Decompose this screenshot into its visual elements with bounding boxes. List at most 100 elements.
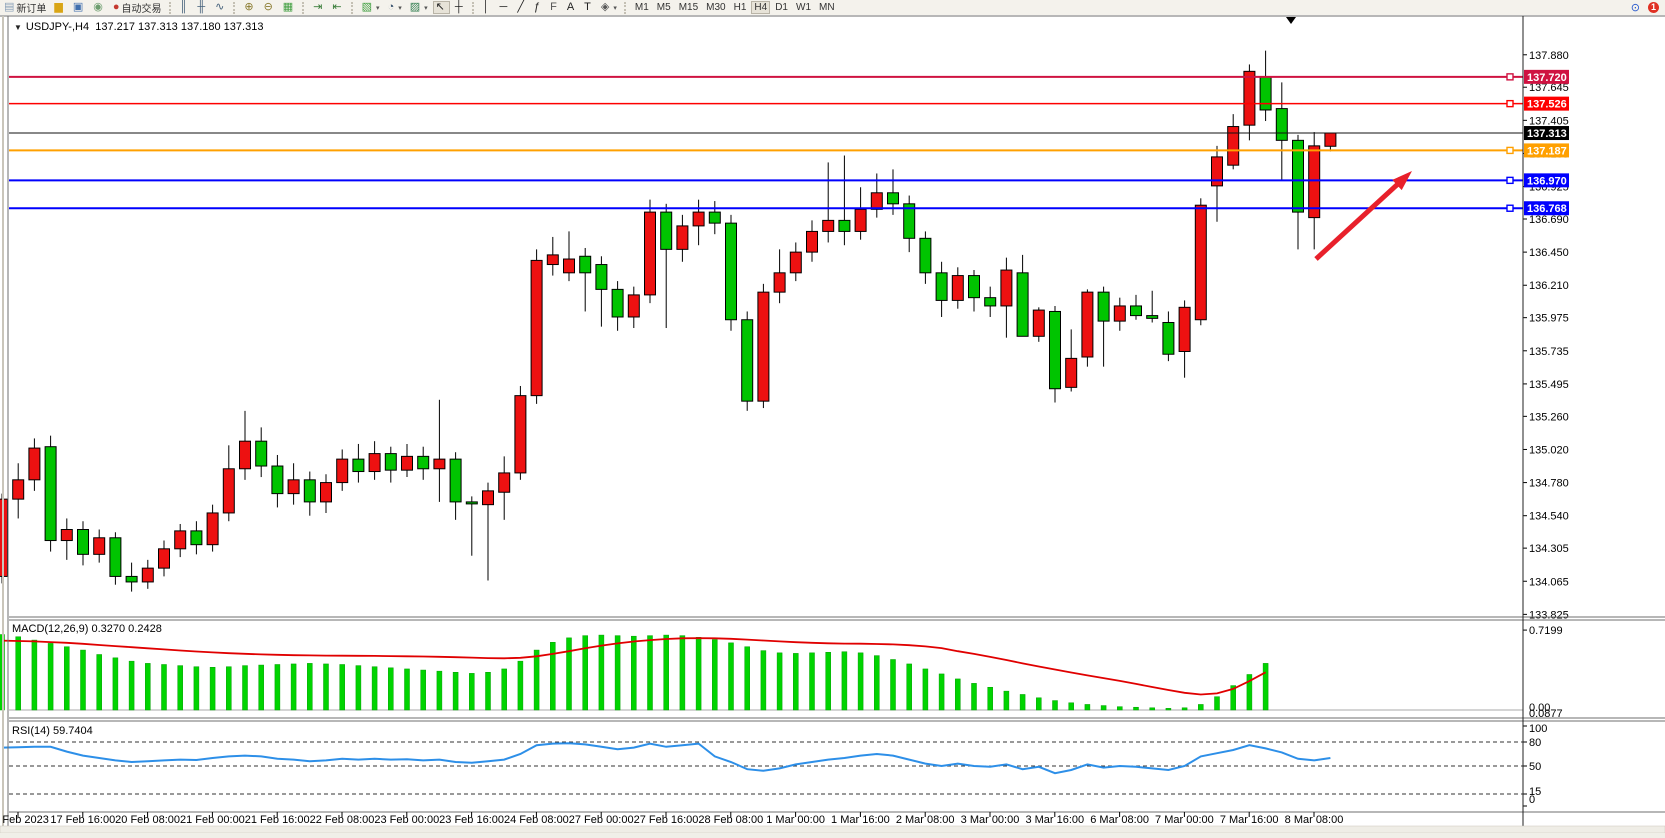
text-button[interactable]: A xyxy=(564,1,579,14)
macd-panel: 0.7199 0.000.0877 xyxy=(0,625,1563,720)
candle-body xyxy=(1081,291,1094,358)
chevron-down-icon[interactable]: ▼ xyxy=(14,23,22,32)
candle-body xyxy=(206,512,219,546)
zoom-in-icon: ⊕ xyxy=(244,1,254,13)
time-tick-label: 17 Feb 16:00 xyxy=(50,814,115,826)
svg-text:137.720: 137.720 xyxy=(1527,72,1567,84)
trend-arrow-annotation[interactable] xyxy=(1314,171,1412,261)
autoscroll-icon: ⇥ xyxy=(313,1,323,13)
price-chart-canvas[interactable]: 137.880137.645137.405137.165136.925136.6… xyxy=(0,15,1665,834)
timeframe-button-mn[interactable]: MN xyxy=(819,2,835,13)
macd-axis-label: 0.7199 xyxy=(1529,625,1563,637)
rsi-panel: 100 80 50 150 xyxy=(1,723,1547,807)
hline-endpoint[interactable] xyxy=(1506,204,1514,212)
trendline-icon: ╱ xyxy=(517,1,524,13)
fibo-button[interactable]: ƒ xyxy=(531,1,545,14)
chevron-down-icon[interactable]: ▾ xyxy=(376,4,380,12)
toolbar-separator xyxy=(350,1,355,14)
zoom-out-button[interactable]: ⊖ xyxy=(261,1,278,14)
hline-endpoint[interactable] xyxy=(1506,73,1514,81)
history-gold-icon[interactable]: ▆ xyxy=(51,1,67,14)
macd-histogram-bar xyxy=(1084,704,1091,711)
macd-histogram-bar xyxy=(469,673,475,711)
macd-histogram-bar xyxy=(1149,707,1155,711)
terminal-icon[interactable]: ▣ xyxy=(70,1,88,14)
shapes-button[interactable]: ◈ ▾ xyxy=(598,1,620,14)
timeframe-button-h1[interactable]: H1 xyxy=(733,2,747,13)
autotrade-icon: ● xyxy=(112,1,120,13)
timeframe-button-m1[interactable]: M1 xyxy=(634,2,649,13)
bars-chart-icon: ║ xyxy=(179,1,188,13)
macd-histogram-bar xyxy=(1019,694,1026,711)
macd-histogram-bar xyxy=(938,673,945,711)
chart-shift-button[interactable]: ⇤ xyxy=(329,1,346,14)
macd-histogram-bar xyxy=(31,639,38,711)
templates-button[interactable]: ▨ ▾ xyxy=(407,1,431,14)
autoscroll-button[interactable]: ⇥ xyxy=(310,1,327,14)
price-tick-label: 134.305 xyxy=(1529,543,1569,555)
candle-body xyxy=(1097,291,1110,322)
hline-button[interactable]: ─ xyxy=(497,1,513,14)
periods-clock-button[interactable]: ◔ ▾ xyxy=(385,1,405,14)
candle-chart-button[interactable]: ╫ xyxy=(194,1,210,14)
candle-body xyxy=(692,211,705,227)
tile-windows-button[interactable]: ▦ xyxy=(280,1,298,14)
price-tick-label: 134.540 xyxy=(1529,511,1569,523)
macd-histogram-bar xyxy=(955,678,961,711)
hline-endpoint[interactable] xyxy=(1506,99,1514,108)
macd-histogram-bar xyxy=(1100,705,1107,711)
search-icon[interactable]: ⊙ xyxy=(1630,2,1640,14)
toolbar: ▤ 新订单 ▆ ▣ ◉ ● 自动交易 ║ ╫ ∿ ⊕ ⊖ ▦ ⇥ ⇤ ▧ ▾ ◔ ▾ ▨ ▾ ↖ ┼ │ ─ ╱ ƒ F A T ◈ ▾ M1 M… xyxy=(0,0,1665,16)
candle-body xyxy=(1308,145,1321,219)
price-tick-label: 135.020 xyxy=(1529,444,1569,456)
cursor-button[interactable]: ↖ xyxy=(432,1,450,14)
hline-endpoint[interactable] xyxy=(1506,146,1514,155)
price-tick-label: 135.260 xyxy=(1529,411,1569,423)
chevron-down-icon[interactable]: ▾ xyxy=(613,4,617,12)
timeframe-button-m15[interactable]: M15 xyxy=(678,2,699,13)
line-chart-button[interactable]: ∿ xyxy=(212,1,229,14)
zoom-in-button[interactable]: ⊕ xyxy=(241,1,258,14)
text-label-button[interactable]: T xyxy=(581,1,596,14)
macd-histogram-bar xyxy=(501,668,507,711)
autotrade-button[interactable]: ● 自动交易 xyxy=(110,1,165,15)
timeframe-button-w1[interactable]: W1 xyxy=(796,2,811,13)
time-tick-label: 3 Mar 16:00 xyxy=(1025,814,1084,826)
candle-body xyxy=(870,192,883,210)
macd-histogram-bar xyxy=(242,665,248,711)
timeframe-button-m5[interactable]: M5 xyxy=(656,2,671,13)
price-tick-label: 137.405 xyxy=(1529,115,1569,127)
candle-body xyxy=(109,537,122,577)
candle-body xyxy=(1178,306,1191,352)
macd-indicator-label: MACD(12,26,9) 0.3270 0.2428 xyxy=(12,623,162,635)
macd-histogram-bar xyxy=(388,667,394,711)
candle-body xyxy=(838,219,851,232)
time-tick-label: 2 Mar 08:00 xyxy=(896,814,955,826)
signal-icon[interactable]: ◉ xyxy=(90,1,108,14)
candle-body xyxy=(1016,272,1029,337)
macd-histogram-bar xyxy=(1246,674,1253,711)
hline-endpoint[interactable] xyxy=(1506,176,1514,185)
chart-window[interactable]: 137.880137.645137.405137.165136.925136.6… xyxy=(0,15,1665,834)
time-tick-label: 7 Mar 00:00 xyxy=(1155,814,1214,826)
timeframe-button-d1[interactable]: D1 xyxy=(775,2,788,13)
bars-chart-button[interactable]: ║ xyxy=(177,1,193,14)
shapes-icon: ◈ xyxy=(600,1,610,13)
chevron-down-icon[interactable]: ▾ xyxy=(398,4,402,12)
candle-body xyxy=(546,254,559,266)
crosshair-button[interactable]: ┼ xyxy=(452,1,468,14)
trendline-button[interactable]: ╱ xyxy=(514,1,529,14)
vline-button[interactable]: │ xyxy=(480,1,495,14)
macd-histogram-bar xyxy=(177,665,183,711)
timeframe-button-h4[interactable]: H4 xyxy=(751,1,771,14)
new-chart-button[interactable]: ▧ ▾ xyxy=(359,1,383,14)
chevron-down-icon[interactable]: ▾ xyxy=(424,4,428,12)
new-order-button[interactable]: ▤ 新订单 xyxy=(1,1,49,15)
notification-badge[interactable]: 1 xyxy=(1648,2,1659,13)
candle-body xyxy=(239,440,251,470)
macd-histogram-bar xyxy=(890,659,896,711)
fibo-fan-button[interactable]: F xyxy=(547,1,562,14)
time-tick-label: 20 Feb 08:00 xyxy=(115,814,180,826)
timeframe-button-m30[interactable]: M30 xyxy=(706,2,726,13)
macd-histogram-bar xyxy=(971,683,977,711)
